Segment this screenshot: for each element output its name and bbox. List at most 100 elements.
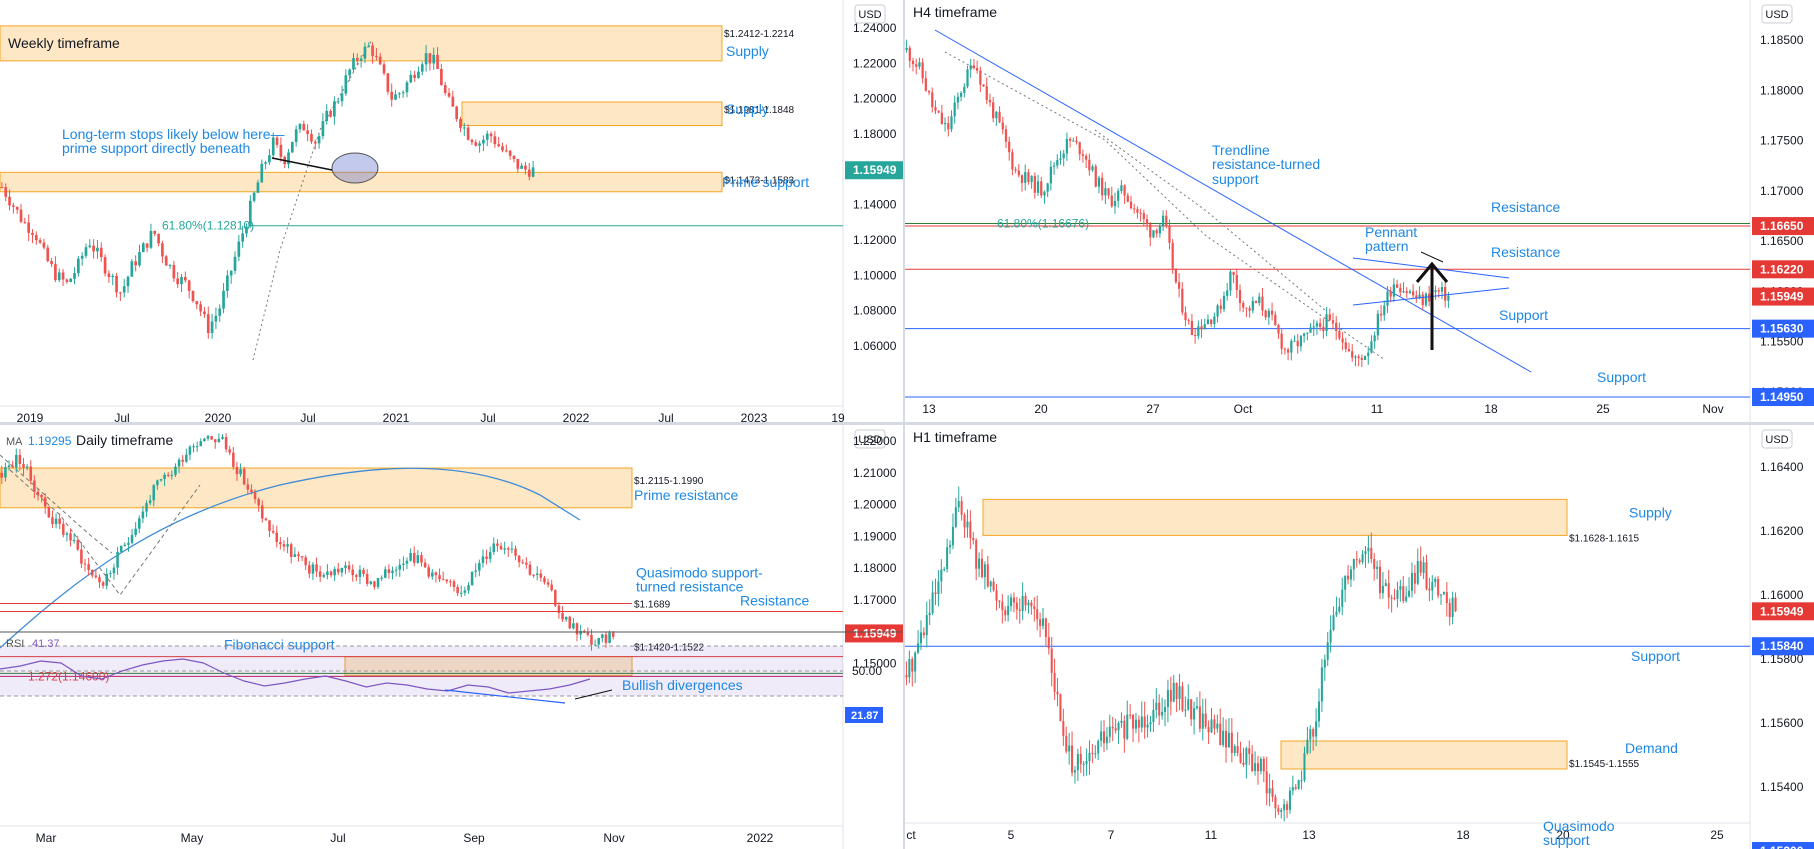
candle-body: [1347, 575, 1350, 580]
candle-body: [405, 82, 409, 93]
candle-body: [42, 242, 46, 248]
candle-body: [1389, 291, 1392, 297]
candle-body: [1216, 723, 1219, 729]
candle-body: [1402, 586, 1405, 601]
candle-body: [1158, 225, 1161, 234]
candle-body: [228, 449, 231, 453]
candle-body: [54, 264, 57, 281]
x-tick-label: Sep: [463, 831, 485, 845]
candle-body: [1100, 731, 1103, 741]
currency-label: USD: [858, 434, 881, 446]
candle-body: [1296, 340, 1299, 347]
current-price-tag: 1.15949: [853, 626, 897, 640]
candle-body: [1152, 709, 1155, 723]
candle-body: [517, 555, 521, 563]
candle-body: [22, 463, 25, 468]
candle-body: [229, 270, 233, 276]
weekly-chart[interactable]: USD1.240001.220001.200001.180001.160001.…: [0, 0, 903, 422]
candle-body: [1347, 349, 1351, 352]
candle-body: [115, 275, 118, 293]
candle-body: [928, 613, 931, 616]
candle-body: [391, 570, 394, 573]
candle-body: [1319, 323, 1322, 327]
candle-body: [1004, 129, 1008, 142]
candle-body: [1312, 729, 1315, 737]
h4-chart[interactable]: USD1.185001.180001.175001.170001.165001.…: [905, 0, 1814, 422]
candle-body: [363, 46, 367, 59]
currency-badge[interactable]: [1761, 429, 1793, 449]
candle-body: [1387, 583, 1390, 598]
currency-badge[interactable]: [854, 4, 886, 24]
candle-body: [43, 497, 47, 507]
h4-chart-panel[interactable]: USD 1.18500 1.18000 1.17500 1.17000 1.16500 1.…: [905, 0, 1814, 422]
candle-body: [409, 552, 412, 561]
currency-badge[interactable]: [854, 429, 886, 449]
daily-chart-panel[interactable]: USD 1.22000 1.21000 1.20000 1.19000 1.18000 1.…: [0, 425, 903, 849]
y-tick-label: 1.19000: [853, 529, 897, 543]
candle-body: [80, 549, 83, 564]
annotation-text: Long-term stops likely below here—: [62, 126, 285, 142]
currency-badge[interactable]: [1761, 4, 1793, 24]
h1-chart-panel[interactable]: USD 1.16400 1.16200 1.16000 1.15800 1.15600 1.…: [905, 425, 1814, 849]
candle-body: [976, 68, 979, 71]
fib-ext-label: 1.272(1.14600): [28, 669, 109, 683]
candle-body: [261, 505, 264, 519]
x-tick-label: 20: [1556, 828, 1570, 842]
swing-line: [252, 39, 373, 361]
candle-body: [1424, 293, 1428, 306]
candle-body: [1251, 753, 1254, 771]
current-price-tag-bg: [845, 624, 903, 643]
candle-body: [119, 545, 123, 552]
candle-body: [1101, 177, 1104, 196]
candle-body: [432, 54, 436, 64]
candle-body: [1280, 333, 1283, 349]
candle-body: [934, 592, 937, 594]
candle-body: [1434, 290, 1437, 292]
candle-body: [1014, 169, 1017, 171]
candle-body: [1416, 561, 1419, 584]
candle-body: [1030, 602, 1033, 607]
candle-body: [340, 93, 344, 102]
candle-body: [516, 158, 520, 169]
candle-body: [1085, 155, 1088, 160]
candle-body: [998, 600, 1001, 602]
candle-body: [1349, 569, 1352, 580]
candle-body: [1288, 790, 1291, 810]
candle-body: [109, 573, 112, 575]
candle-body: [1082, 763, 1085, 765]
candle-body: [1323, 659, 1326, 668]
candle-body: [214, 315, 218, 322]
candle-body: [451, 96, 455, 107]
candle-body: [306, 130, 309, 134]
candle-body: [1317, 701, 1321, 722]
weekly-chart-panel[interactable]: USD1.240001.220001.200001.180001.160001.…: [0, 0, 903, 422]
candle-body: [1271, 788, 1274, 797]
channel-dots: [944, 51, 1386, 361]
candle-body: [11, 465, 14, 468]
candle-body: [564, 616, 568, 620]
candle-body: [1178, 686, 1181, 700]
candle-body: [138, 518, 141, 529]
horizontal-divider[interactable]: [0, 422, 1814, 425]
candle-body: [340, 568, 344, 573]
y-tick-label: 1.16200: [1760, 524, 1804, 538]
candle-body: [1226, 290, 1229, 296]
candle-body: [1315, 323, 1319, 327]
candle-body: [317, 136, 321, 144]
candle-body: [185, 454, 188, 462]
candle-body: [1442, 591, 1445, 595]
candle-body: [7, 465, 11, 468]
candle-body: [156, 480, 159, 486]
candle-body: [572, 623, 575, 629]
candle-body: [590, 634, 593, 645]
candle-body: [986, 564, 989, 587]
h1-chart[interactable]: USD 1.16400 1.16200 1.16000 1.15800 1.15600 1.…: [905, 425, 1814, 849]
candle-body: [4, 467, 7, 478]
candle-body: [1145, 219, 1149, 225]
candle-body: [449, 581, 452, 583]
candle-body: [123, 544, 127, 546]
candle-body: [260, 163, 264, 183]
candle-body: [1425, 562, 1428, 589]
candle-body: [1142, 213, 1145, 220]
